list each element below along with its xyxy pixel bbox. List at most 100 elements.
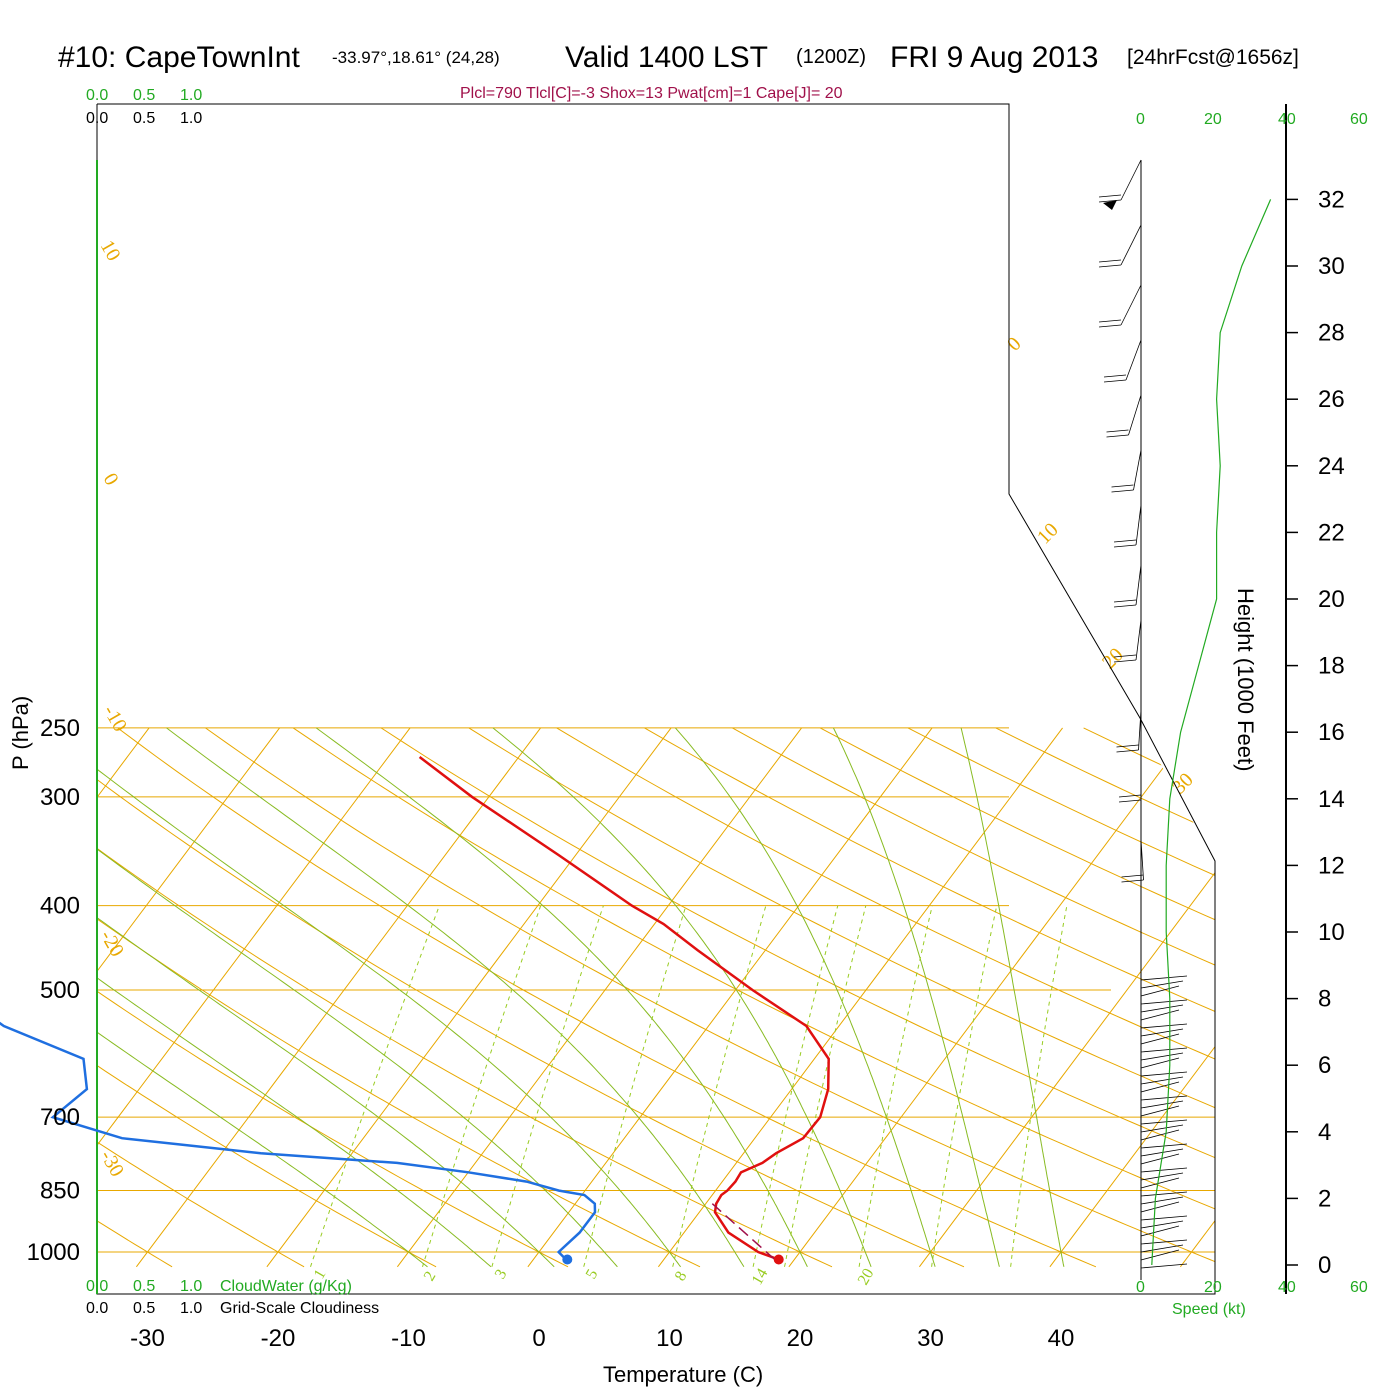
- speed-bot-3: 60: [1350, 1279, 1368, 1296]
- isotherm-label: 0: [1003, 333, 1026, 356]
- wind-barb: [1140, 1081, 1180, 1093]
- mixing-ratio-label: 14: [749, 1266, 772, 1288]
- dry-adiabat: [97, 727, 833, 1268]
- isotherm-line: [396, 727, 802, 1268]
- wind-barb: [1140, 1215, 1188, 1221]
- wind-barb: [1121, 874, 1144, 878]
- wind-barb: [1140, 839, 1144, 881]
- height-tick-30: 30: [1318, 253, 1345, 280]
- wind-barb: [1140, 1047, 1188, 1053]
- dry-adiabat: [97, 727, 173, 1268]
- wind-barb: [1140, 1172, 1184, 1181]
- temperature-tick: 30: [917, 1325, 944, 1352]
- mixing-ratio-line: [1010, 905, 1068, 1267]
- isotherm-label: 10: [1033, 519, 1063, 549]
- wind-barb: [1140, 1095, 1188, 1101]
- wind-barb: [1140, 1153, 1180, 1165]
- wind-barb: [1125, 339, 1142, 381]
- mixing-ratio-line: [858, 905, 933, 1267]
- isotherm-line: [135, 727, 541, 1268]
- wind-barb: [1106, 434, 1129, 438]
- moist-adiabat: [97, 727, 555, 1268]
- wind-barb: [1116, 744, 1139, 748]
- wind-barb: [1133, 449, 1142, 491]
- wind-barb: [1140, 1057, 1180, 1069]
- dry-adiabat: [205, 727, 1215, 1268]
- wind-barb: [1140, 1167, 1188, 1173]
- dry-adiabat: [97, 727, 305, 1268]
- wind-barb: [1140, 980, 1184, 989]
- mixing-ratio-label: 2: [421, 1269, 440, 1284]
- wind-barb: [1098, 264, 1122, 268]
- wind-barb: [1113, 654, 1137, 658]
- moist-adiabat: [97, 727, 492, 1268]
- speed-label: Speed (kt): [1172, 1301, 1246, 1318]
- mixing-ratio-line: [583, 905, 687, 1267]
- temperature-tick: 0: [532, 1325, 545, 1352]
- adiabat-lines: [97, 727, 1215, 1268]
- temperature-tick: 40: [1048, 1325, 1075, 1352]
- wind-barb: [1120, 159, 1142, 201]
- height-tick-12: 12: [1318, 852, 1345, 879]
- mixing-ratio-lines: [310, 905, 1068, 1267]
- valid-date: FRI 9 Aug 2013: [890, 41, 1098, 74]
- wind-barb: [1140, 1239, 1188, 1245]
- temperature-axis-label: Temperature (C): [603, 1362, 763, 1387]
- temperature-tick: 20: [787, 1325, 814, 1352]
- station-location: -33.97°,18.61° (24,28): [332, 48, 500, 67]
- wind-barb: [1121, 879, 1144, 883]
- height-tick-26: 26: [1318, 386, 1345, 413]
- dry-adiabat: [732, 727, 1215, 1268]
- cloudiness-label: Grid-Scale Cloudiness: [220, 1300, 379, 1317]
- isotherm-line: [527, 727, 933, 1268]
- top-cw-tick-2: 1.0: [180, 87, 202, 104]
- height-tick-6: 6: [1318, 1052, 1331, 1079]
- speed-top-1: 20: [1204, 111, 1222, 128]
- wind-barb: [1113, 604, 1137, 608]
- bottom-cloudwater-scale: 0.0 0.5 1.0 CloudWater (g/Kg) 0.0 0.5 1.…: [86, 1278, 379, 1317]
- wind-barb: [1140, 1191, 1188, 1197]
- wind-barb: [1113, 544, 1137, 548]
- pressure-tick-400: 400: [40, 893, 80, 920]
- wind-barb: [1140, 1052, 1184, 1061]
- moist-adiabat: [960, 727, 1065, 1267]
- moist-adiabat: [832, 727, 1000, 1267]
- dry-adiabat: [819, 727, 1215, 1268]
- mixing-ratio-line: [931, 905, 998, 1267]
- forecast-info: [24hrFcst@1656z]: [1127, 46, 1299, 69]
- moist-adiabat: [315, 727, 808, 1268]
- bot-cl-tick-0: 0.0: [86, 1300, 108, 1317]
- moist-adiabat: [97, 727, 681, 1268]
- dry-adiabat: [97, 727, 437, 1268]
- mixing-ratio-label: 20: [855, 1266, 878, 1288]
- wind-barb: [1135, 564, 1142, 606]
- wind-barb: [1118, 799, 1142, 803]
- dry-adiabat: [292, 727, 1215, 1268]
- wind-barb: [1140, 1076, 1184, 1085]
- height-tick-10: 10: [1318, 919, 1345, 946]
- isotherm-line: [918, 727, 1215, 1268]
- speed-bot-2: 40: [1278, 1279, 1296, 1296]
- top-cw-tick-1: 0.5: [133, 87, 155, 104]
- speed-bot-1: 20: [1204, 1279, 1222, 1296]
- dry-adiabat: [97, 727, 569, 1268]
- mixing-ratio-line: [422, 905, 542, 1267]
- isotherm-line: [1049, 727, 1215, 1268]
- wind-barb: [1113, 599, 1137, 603]
- sounding-traces: [0, 756, 830, 1265]
- moist-adiabat: [492, 727, 872, 1267]
- moist-adiabat: [97, 727, 428, 1268]
- speed-scale-top: 0 20 40 60: [1136, 111, 1368, 128]
- station-title: #10: CapeTownInt: [58, 41, 300, 74]
- height-axis-label: Height (1000 Feet): [1233, 588, 1258, 771]
- wind-barb: [1140, 1071, 1188, 1077]
- wind-barb: [1140, 975, 1188, 981]
- wind-barb: [1118, 794, 1142, 798]
- speed-bot-0: 0: [1136, 1279, 1145, 1296]
- surface-dewpoint-point: [562, 1254, 573, 1265]
- temperature-tick: 10: [656, 1325, 683, 1352]
- pressure-tick-250: 250: [40, 715, 80, 742]
- isotherm-line: [97, 727, 280, 1268]
